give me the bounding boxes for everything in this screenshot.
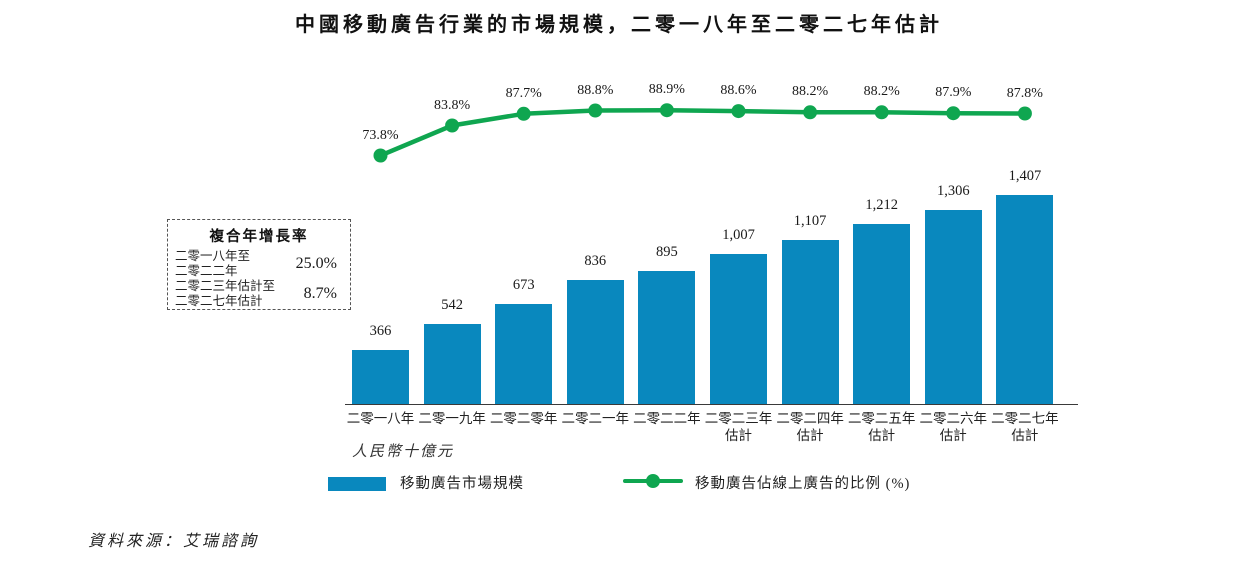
bar-value-label: 836: [584, 252, 607, 269]
ratio-point: [874, 105, 889, 120]
bar-value-label: 1,007: [722, 227, 755, 244]
x-tick-label: 二零二三年 估計: [704, 411, 773, 443]
legend-line-swatch: [623, 474, 683, 488]
bar-value-label: 1,107: [793, 212, 827, 229]
x-tick-label: 二零二五年 估計: [847, 411, 916, 443]
bar-value-label: 1,407: [1008, 167, 1042, 184]
ratio-value-label: 87.9%: [935, 85, 972, 101]
x-tick-label: 二零一八年: [346, 411, 415, 426]
x-tick-label: 二零二六年 估計: [919, 411, 988, 443]
legend-bar-swatch: [328, 477, 386, 491]
x-tick-label: 二零一九年: [418, 411, 486, 426]
x-tick-label: 二零二七年 估計: [991, 411, 1059, 443]
ratio-line: [379, 107, 1025, 158]
ratio-value-label: 88.9%: [648, 82, 685, 98]
ratio-point: [445, 118, 460, 133]
bar-value-label: 895: [656, 244, 678, 260]
chart-title: 中國移動廣告行業的市場規模，二零一八年至二零二七年估計: [295, 14, 943, 36]
bar: [924, 209, 982, 404]
ratio-point: [373, 148, 388, 163]
bar-value-label: 1,306: [936, 182, 970, 199]
ratio-point: [946, 106, 961, 121]
x-tick-label: 二零二四年 估計: [776, 411, 844, 443]
cagr-box-title: 複合年增長率: [209, 229, 309, 245]
bar: [352, 349, 409, 404]
ratio-value-label: 88.2%: [792, 84, 829, 100]
bar-value-label: 542: [441, 296, 463, 313]
ratio-value-label: 83.8%: [434, 97, 471, 113]
legend-bar-label: 移動廣告市場規模: [400, 476, 524, 492]
cagr-box: 複合年增長率 二零一八年至 二零二二年 25.0% 二零二三年估計至 二零二七年…: [167, 219, 351, 310]
ratio-point: [516, 106, 531, 121]
bar-value-label: 1,212: [865, 196, 898, 213]
ratio-point: [659, 103, 674, 118]
cagr-row-forecast-label: 二零二三年估計至 二零二七年估計: [175, 279, 276, 308]
bar: [495, 304, 553, 404]
bar-value-label: 673: [512, 277, 535, 293]
bar: [710, 254, 767, 404]
bar-value-label: 366: [369, 322, 392, 339]
y-axis-unit-label: 人民幣十億元: [352, 444, 455, 460]
ratio-value-label: 88.6%: [720, 83, 757, 99]
bar: [423, 323, 481, 404]
legend-line-label: 移動廣告佔線上廣告的比例 (%): [695, 476, 911, 492]
cagr-row-forecast: 二零二三年估計至 二零二七年估計 8.7%: [175, 279, 343, 309]
ratio-value-label: 88.8%: [577, 82, 614, 98]
ratio-value-label: 73.8%: [362, 127, 399, 143]
x-tick-label: 二零二二年: [633, 411, 701, 426]
ratio-point: [588, 103, 603, 118]
source-note: 資料來源：艾瑞諮詢: [88, 533, 260, 550]
cagr-row-historical: 二零一八年至 二零二二年 25.0%: [175, 249, 343, 279]
ratio-point: [1017, 106, 1032, 121]
ratio-point: [731, 104, 746, 119]
bar: [566, 279, 624, 404]
x-tick-label: 二零二零年: [489, 411, 558, 426]
legend-line-dot-icon: [646, 474, 660, 488]
bar: [781, 239, 839, 404]
cagr-row-historical-label: 二零一八年至 二零二二年: [175, 249, 251, 278]
ratio-point: [803, 105, 818, 120]
ratio-value-label: 87.7%: [505, 85, 542, 101]
bar: [996, 194, 1054, 404]
bar: [638, 271, 696, 404]
bar: [853, 223, 911, 404]
x-tick-label: 二零二一年: [561, 411, 630, 426]
cagr-row-forecast-value: 8.7%: [303, 285, 337, 302]
cagr-row-historical-value: 25.0%: [295, 255, 337, 272]
ratio-value-label: 87.8%: [1006, 85, 1043, 101]
x-axis-line: [345, 404, 1078, 405]
ratio-value-label: 88.2%: [863, 84, 900, 100]
